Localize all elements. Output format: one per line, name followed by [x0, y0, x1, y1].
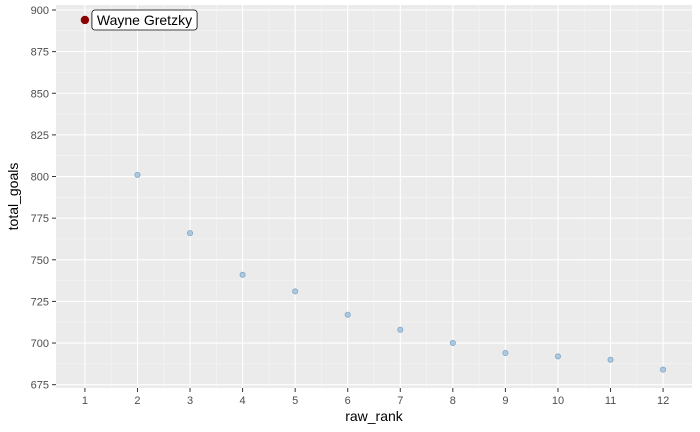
- x-tick-labels: 1 2 3 4 5 6 7 8 9 10 11 12: [82, 395, 669, 407]
- data-point: [449, 340, 456, 347]
- annotation-label-box: [91, 9, 198, 31]
- y-tick-label: 675: [31, 380, 49, 392]
- highlight-point-group: Wayne Gretzky: [80, 9, 198, 31]
- data-points: [134, 171, 667, 373]
- data-point: [344, 311, 351, 318]
- x-tick-label: 1: [82, 395, 88, 407]
- y-tick-label: 850: [31, 88, 49, 100]
- axis-ticks: [52, 9, 664, 392]
- y-tick-label: 900: [31, 5, 49, 17]
- y-axis-title: total_goals: [5, 163, 21, 231]
- major-gridlines: [56, 5, 692, 388]
- data-point: [660, 366, 667, 373]
- data-point: [554, 353, 561, 360]
- data-point: [239, 271, 246, 278]
- data-point: [397, 326, 404, 333]
- y-tick-label: 725: [31, 296, 49, 308]
- data-point: [502, 350, 509, 357]
- x-tick-label: 10: [552, 395, 564, 407]
- minor-gridlines: [56, 5, 692, 388]
- y-tick-label: 875: [31, 47, 49, 59]
- x-tick-label: 8: [450, 395, 456, 407]
- y-tick-label: 825: [31, 130, 49, 142]
- x-tick-label: 12: [657, 395, 669, 407]
- x-tick-label: 2: [134, 395, 140, 407]
- data-point: [292, 288, 299, 295]
- y-tick-label: 750: [31, 255, 49, 267]
- x-tick-label: 3: [187, 395, 193, 407]
- x-tick-label: 4: [240, 395, 246, 407]
- y-tick-label: 700: [31, 338, 49, 350]
- highlight-point: [80, 15, 90, 25]
- data-point: [134, 171, 141, 178]
- y-tick-label: 775: [31, 213, 49, 225]
- x-axis-title: raw_rank: [345, 408, 404, 424]
- x-tick-label: 11: [605, 395, 616, 407]
- x-tick-label: 6: [345, 395, 351, 407]
- y-tick-labels: 675 700 725 750 775 800 825 850 875 900: [31, 5, 49, 392]
- x-tick-label: 5: [292, 395, 298, 407]
- y-tick-label: 800: [31, 172, 49, 184]
- x-tick-label: 9: [502, 395, 508, 407]
- annotation-label: Wayne Gretzky: [97, 12, 192, 28]
- data-point: [187, 230, 194, 237]
- x-tick-label: 7: [397, 395, 403, 407]
- data-point: [607, 356, 614, 363]
